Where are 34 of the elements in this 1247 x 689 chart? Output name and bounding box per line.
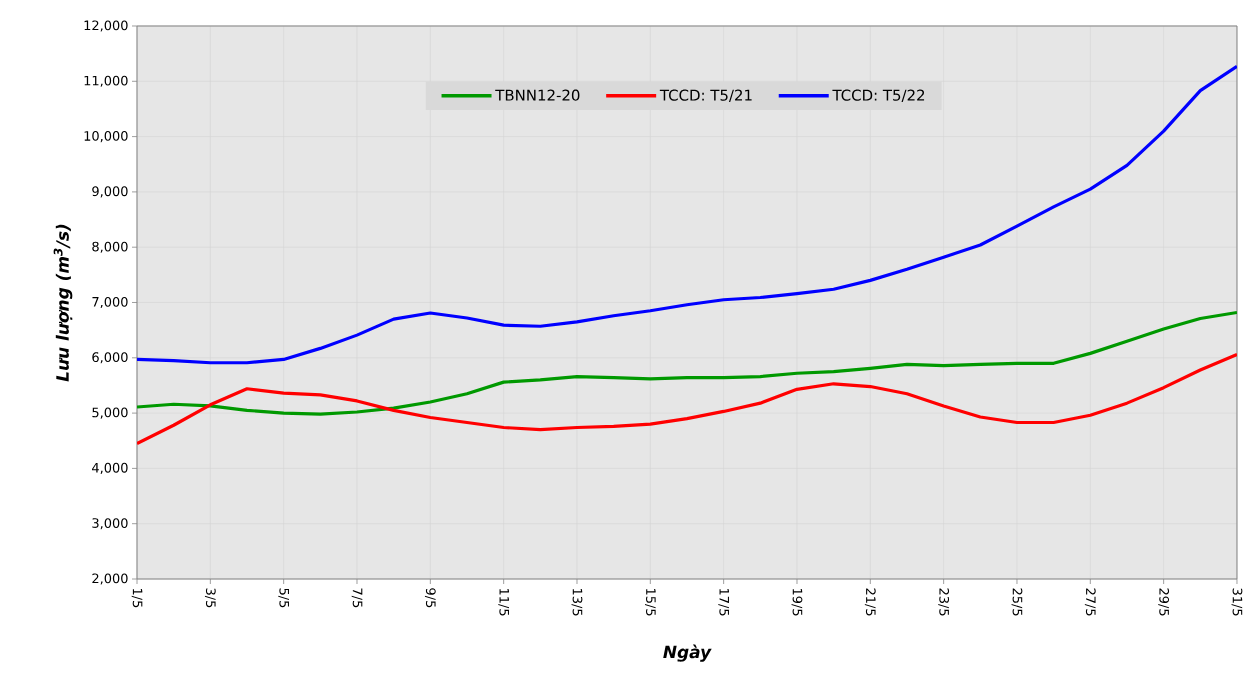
x-tick-label: 19/5 [791,588,803,616]
x-tick-label: 29/5 [1158,588,1170,616]
x-tick-label: 21/5 [864,588,876,616]
x-tick-label: 9/5 [424,588,436,608]
y-tick-label: 3,000 [92,518,128,530]
x-tick-label: 27/5 [1084,588,1096,616]
x-tick-label: 15/5 [645,588,656,616]
x-tick-label: 17/5 [718,588,729,616]
x-tick-label: 7/5 [351,588,363,608]
x-tick-label: 11/5 [498,588,509,616]
line-series [137,310,1237,416]
y-tick-label: 7,000 [92,296,128,309]
x-tick-label: 25/5 [1011,588,1023,616]
y-tick-label: 6,000 [92,352,128,364]
legend-label: TBNN12-20 [495,89,580,101]
y-tick-label: 11,000 [84,75,128,87]
y-tick-label: 10,000 [84,131,128,143]
y-tick-label: 5,000 [92,407,128,419]
x-tick-label: 5/5 [278,588,289,608]
line-series [137,64,1237,365]
y-tick-label: 2,000 [92,573,128,585]
x-tick-label: 3/5 [204,588,216,608]
legend-label: TCCD: T5/21 [659,89,752,102]
x-tick-label: 1/5 [131,588,143,608]
y-tick-label: 9,000 [92,186,128,198]
y-tick-label: 8,000 [92,241,128,253]
x-tick-label: 23/5 [938,588,950,616]
y-tick-label: 12,000 [84,20,128,32]
x-axis-title: Ngày [663,644,712,662]
x-tick-label: 31/5 [1231,588,1243,616]
y-axis-title: Lưu lượng (m$^{3}$/s) [53,224,73,382]
y-tick-label: 4,000 [92,462,128,474]
x-tick-label: 13/5 [571,588,583,616]
legend-label: TCCD: T5/22 [832,89,925,102]
